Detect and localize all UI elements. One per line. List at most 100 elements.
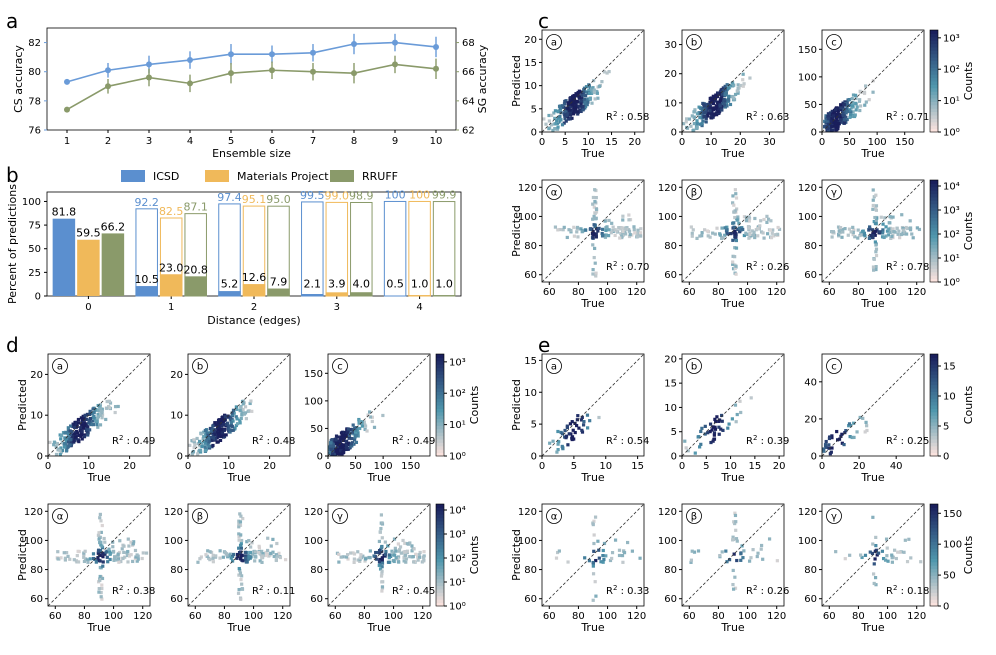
colorbar-segment <box>930 534 938 539</box>
heatmap-cell <box>690 549 694 553</box>
heatmap-cell <box>741 72 745 76</box>
colorbar-segment <box>930 248 938 252</box>
heatmap-cell <box>66 426 70 430</box>
heatmap-cell <box>410 549 414 553</box>
heatmap-cell <box>222 428 226 432</box>
x-tick-label: 20 <box>123 461 136 472</box>
heatmap-cell <box>100 523 104 528</box>
heatmap-cell <box>858 98 862 102</box>
heatmap-cell <box>572 225 576 229</box>
heatmap-cell <box>234 415 238 419</box>
heatmap-cell <box>731 201 735 205</box>
colorbar-segment <box>930 70 938 75</box>
heatmap-cell <box>568 102 572 106</box>
heatmap-cell <box>731 538 735 542</box>
heatmap-cell <box>98 578 102 582</box>
heatmap-cell <box>618 227 623 231</box>
heatmap-cell <box>556 442 560 446</box>
heatmap-cell <box>756 227 760 231</box>
heatmap-cell <box>603 233 607 237</box>
r2-number: 0.33 <box>627 586 649 597</box>
heatmap-cell <box>840 432 844 436</box>
heatmap-cell <box>898 550 902 554</box>
r2-sep: : <box>263 586 273 597</box>
r2-prefix: R <box>886 262 893 273</box>
heatmap-cell <box>207 446 212 450</box>
heatmap-cell <box>591 243 595 247</box>
heatmap-cell <box>564 436 568 440</box>
heatmap-cell <box>375 557 379 561</box>
heatmap-cell <box>566 560 570 564</box>
heatmap-cell <box>695 112 700 116</box>
heatmap-cell <box>822 447 826 451</box>
heatmap-cell <box>349 442 354 446</box>
heatmap-cell <box>684 120 688 124</box>
heatmap-cell <box>359 553 363 557</box>
heatmap-cell <box>331 452 335 456</box>
heatmap-cell <box>68 433 73 437</box>
heatmap-cell <box>580 415 584 419</box>
colorbar-segment <box>930 381 938 386</box>
cumulative-label: 92.2 <box>134 196 159 209</box>
heatmap-cell <box>841 114 845 118</box>
data-point <box>310 68 316 75</box>
heatmap-cell <box>890 234 894 238</box>
heatmap-cell <box>555 550 560 555</box>
heatmap-cell <box>78 429 82 433</box>
y-right-axis-label: SG accuracy <box>476 44 489 113</box>
heatmap-cell <box>216 440 220 444</box>
colorbar-frame <box>929 179 939 283</box>
heatmap-cell <box>84 422 89 426</box>
x-tick-label: 0 <box>185 461 191 472</box>
y-tick-label: 100 <box>304 536 323 547</box>
heatmap-cell <box>353 426 357 430</box>
heatmap-cell <box>891 227 895 231</box>
heatmap-cell <box>732 83 736 87</box>
heatmap-cell <box>392 559 396 564</box>
colorbar-segment <box>436 575 444 580</box>
heatmap-cell <box>559 118 563 122</box>
heatmap-cell <box>829 119 833 123</box>
x-tick-label: 6 <box>269 136 275 147</box>
heatmap-cell <box>851 93 856 97</box>
colorbar-segment <box>930 524 938 529</box>
colorbar-segment <box>930 203 938 208</box>
heatmap-cell <box>910 232 914 236</box>
heatmap-cell <box>237 538 241 542</box>
heatmap-cell <box>879 215 883 219</box>
heatmap-cell <box>131 559 135 564</box>
heatmap-cell <box>712 437 717 441</box>
heatmap-cell <box>577 95 581 99</box>
x-axis-label: True <box>860 147 885 160</box>
heatmap-cell <box>695 122 699 126</box>
y-tick-label: 80 <box>664 565 677 576</box>
heatmap-cell <box>717 425 721 429</box>
heatmap-cell <box>744 231 748 235</box>
x-tick-label: 0 <box>45 461 51 472</box>
r2-number: 0.26 <box>767 586 789 597</box>
legend-swatch <box>330 170 354 182</box>
heatmap-cell <box>733 215 737 220</box>
r2-exponent: 2 <box>119 434 123 442</box>
cumulative-label: 99.0 <box>325 189 350 202</box>
heatmap-cell <box>100 576 105 581</box>
r2-value: R2 : 0.26 <box>746 260 789 273</box>
heatmap-cell <box>390 549 394 553</box>
heatmap-cell <box>365 429 369 433</box>
x-tick-label: 4 <box>416 302 422 313</box>
heatmap-cell <box>94 560 98 564</box>
colorbar-segment <box>930 111 938 116</box>
y-tick-label: 100 <box>658 212 677 223</box>
heatmap-cell <box>713 427 718 431</box>
heatmap-cell <box>220 424 224 428</box>
heatmap-cell <box>219 427 223 432</box>
heatmap-cell <box>580 230 584 234</box>
colorbar-tick-label: 10⁰ <box>943 278 960 289</box>
heatmap-cell <box>851 110 855 114</box>
heatmap-cell <box>557 109 561 113</box>
heatmap-cell <box>241 402 245 406</box>
heatmap-cell <box>219 417 224 422</box>
heatmap-cell <box>740 544 744 548</box>
